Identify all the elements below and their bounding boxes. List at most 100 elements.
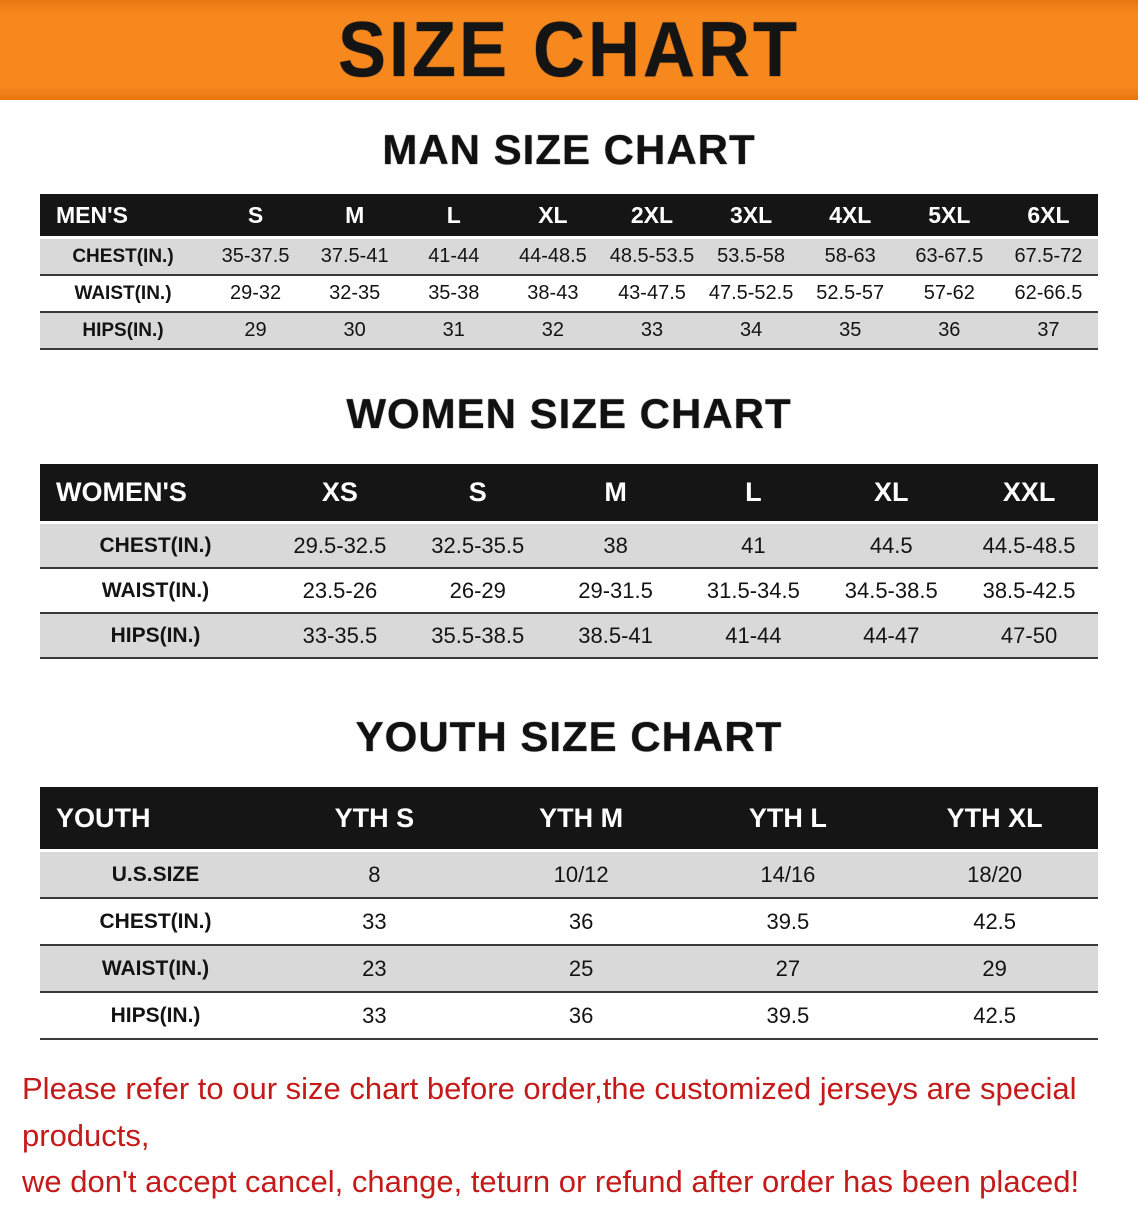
youth-size-chart-heading: YOUTH SIZE CHART [355, 713, 783, 760]
row-label: WAIST(IN.) [101, 956, 210, 980]
table-cell: 35 [839, 319, 862, 341]
table-cell: 67.5-72 [1014, 245, 1083, 267]
table-cell: 25 [568, 955, 594, 981]
table-cell: 53.5-58 [717, 245, 786, 267]
row-label: HIPS(IN.) [110, 1003, 201, 1027]
man-size-chart-heading: MAN SIZE CHART [382, 126, 756, 173]
table-cell: 35.5-38.5 [431, 622, 525, 648]
column-header: 6XL [1027, 201, 1070, 228]
table-cell: 36 [568, 1002, 594, 1028]
table-cell: 38-43 [527, 282, 579, 304]
table-cell: 29 [244, 319, 267, 341]
table-header-row: WOMEN'S XS S M L XL XXL [40, 464, 1098, 523]
table-cell: 44.5-48.5 [982, 532, 1076, 558]
table-row: HIPS(IN.) 29 30 31 32 33 34 35 36 37 [40, 312, 1098, 349]
men-size-table: MEN'S S M L XL 2XL 3XL 4XL 5XL 6XL CHEST(IN.) 35-37… [40, 194, 1098, 350]
row-label: U.S.SIZE [111, 862, 200, 886]
table-row: U.S.SIZE 8 10/12 14/16 18/20 [40, 850, 1098, 898]
table-cell: 48.5-53.5 [609, 245, 695, 267]
table-cell: 10/12 [553, 861, 609, 887]
table-cell: 33 [362, 908, 387, 934]
table-row: CHEST(IN.) 35-37.5 37.5-41 41-44 44-48.5 48.5… [40, 237, 1098, 275]
table-cell: 31 [442, 319, 465, 341]
table-cell: 29-31.5 [578, 577, 653, 603]
table-cell: 57-62 [923, 282, 975, 304]
table-cell: 29-32 [229, 282, 282, 304]
footer-note-line-1: Please refer to our size chart before or… [22, 1071, 1077, 1153]
banner-title: SIZE CHART [338, 6, 800, 94]
table-cell: 37.5-41 [320, 245, 389, 267]
table-cell: 26-29 [449, 577, 506, 603]
table-cell: 18/20 [967, 861, 1023, 887]
column-header: YTH M [539, 802, 624, 833]
table-cell: 32-35 [329, 282, 381, 304]
table-cell: 52.5-57 [816, 282, 885, 304]
table-cell: 42.5 [973, 1002, 1017, 1028]
table-row: HIPS(IN.) 33 36 39.5 42.5 [40, 992, 1098, 1039]
table-cell: 44-48.5 [518, 245, 587, 267]
column-header: XL [873, 477, 909, 507]
column-header: 3XL [730, 201, 773, 228]
column-header: 2XL [630, 201, 674, 228]
column-header: L [446, 201, 461, 228]
row-label: WAIST(IN.) [74, 282, 172, 304]
column-header: YTH XL [946, 802, 1043, 833]
table-corner-label: WOMEN'S [56, 477, 187, 507]
table-cell: 34 [739, 319, 763, 341]
table-cell: 38 [603, 532, 628, 558]
table-cell: 38.5-41 [578, 622, 653, 648]
table-cell: 35-38 [428, 282, 480, 304]
column-header: XXL [1002, 477, 1056, 507]
table-row: CHEST(IN.) 33 36 39.5 42.5 [40, 898, 1098, 945]
table-cell: 41 [741, 532, 766, 558]
table-cell: 31.5-34.5 [706, 577, 800, 603]
table-cell: 23.5-26 [302, 577, 378, 603]
table-cell: 37 [1037, 319, 1060, 341]
table-corner-label: MEN'S [56, 201, 128, 228]
row-label: HIPS(IN.) [82, 319, 164, 341]
banner: SIZE CHART [0, 0, 1138, 100]
table-cell: 41-44 [428, 245, 480, 267]
youth-size-table: YOUTH YTH S YTH M YTH L YTH XL U.S.SIZE 8 10/12… [40, 787, 1098, 1040]
column-header: S [468, 477, 487, 507]
table-cell: 23 [362, 955, 387, 981]
table-cell: 29 [982, 955, 1007, 981]
table-cell: 32 [541, 319, 564, 341]
table-header-row: YOUTH YTH S YTH M YTH L YTH XL [40, 787, 1098, 851]
table-corner-label: YOUTH [56, 802, 151, 833]
column-header: YTH L [748, 802, 827, 833]
table-cell: 36 [938, 319, 961, 341]
table-row: CHEST(IN.) 29.5-32.5 32.5-35.5 38 41 44.5 44.5… [40, 522, 1098, 568]
table-cell: 38.5-42.5 [982, 577, 1076, 603]
table-cell: 33 [362, 1002, 387, 1028]
table-cell: 44-47 [863, 622, 920, 648]
table-cell: 43-47.5 [618, 282, 686, 304]
table-cell: 47-50 [1000, 622, 1058, 648]
row-label: WAIST(IN.) [101, 578, 210, 602]
column-header: M [604, 477, 627, 507]
table-cell: 8 [368, 861, 381, 887]
table-cell: 58-63 [824, 245, 876, 267]
table-cell: 33 [640, 319, 664, 341]
column-header: 5XL [928, 201, 971, 228]
table-cell: 14/16 [760, 861, 816, 887]
footer-note: Please refer to our size chart before or… [0, 1066, 1138, 1226]
column-header: 4XL [829, 201, 872, 228]
column-header: XL [538, 201, 568, 228]
table-cell: 47.5-52.5 [708, 282, 794, 304]
table-cell: 41-44 [725, 622, 782, 648]
table-cell: 62-66.5 [1014, 282, 1083, 304]
table-cell: 29.5-32.5 [293, 532, 387, 558]
table-cell: 42.5 [973, 908, 1017, 934]
table-cell: 63-67.5 [915, 245, 984, 267]
table-header-row: MEN'S S M L XL 2XL 3XL 4XL 5XL 6XL [40, 194, 1098, 238]
women-size-table: WOMEN'S XS S M L XL XXL CHEST(IN.) 29.5-32.5 32.5… [40, 464, 1098, 659]
row-label: HIPS(IN.) [110, 623, 201, 647]
women-size-chart-heading: WOMEN SIZE CHART [346, 390, 792, 437]
table-cell: 35-37.5 [221, 245, 290, 267]
table-cell: 39.5 [766, 1002, 810, 1028]
row-label: CHEST(IN.) [72, 245, 174, 267]
table-cell: 39.5 [766, 908, 810, 934]
table-row: HIPS(IN.) 33-35.5 35.5-38.5 38.5-41 41-44 44-… [40, 613, 1098, 658]
